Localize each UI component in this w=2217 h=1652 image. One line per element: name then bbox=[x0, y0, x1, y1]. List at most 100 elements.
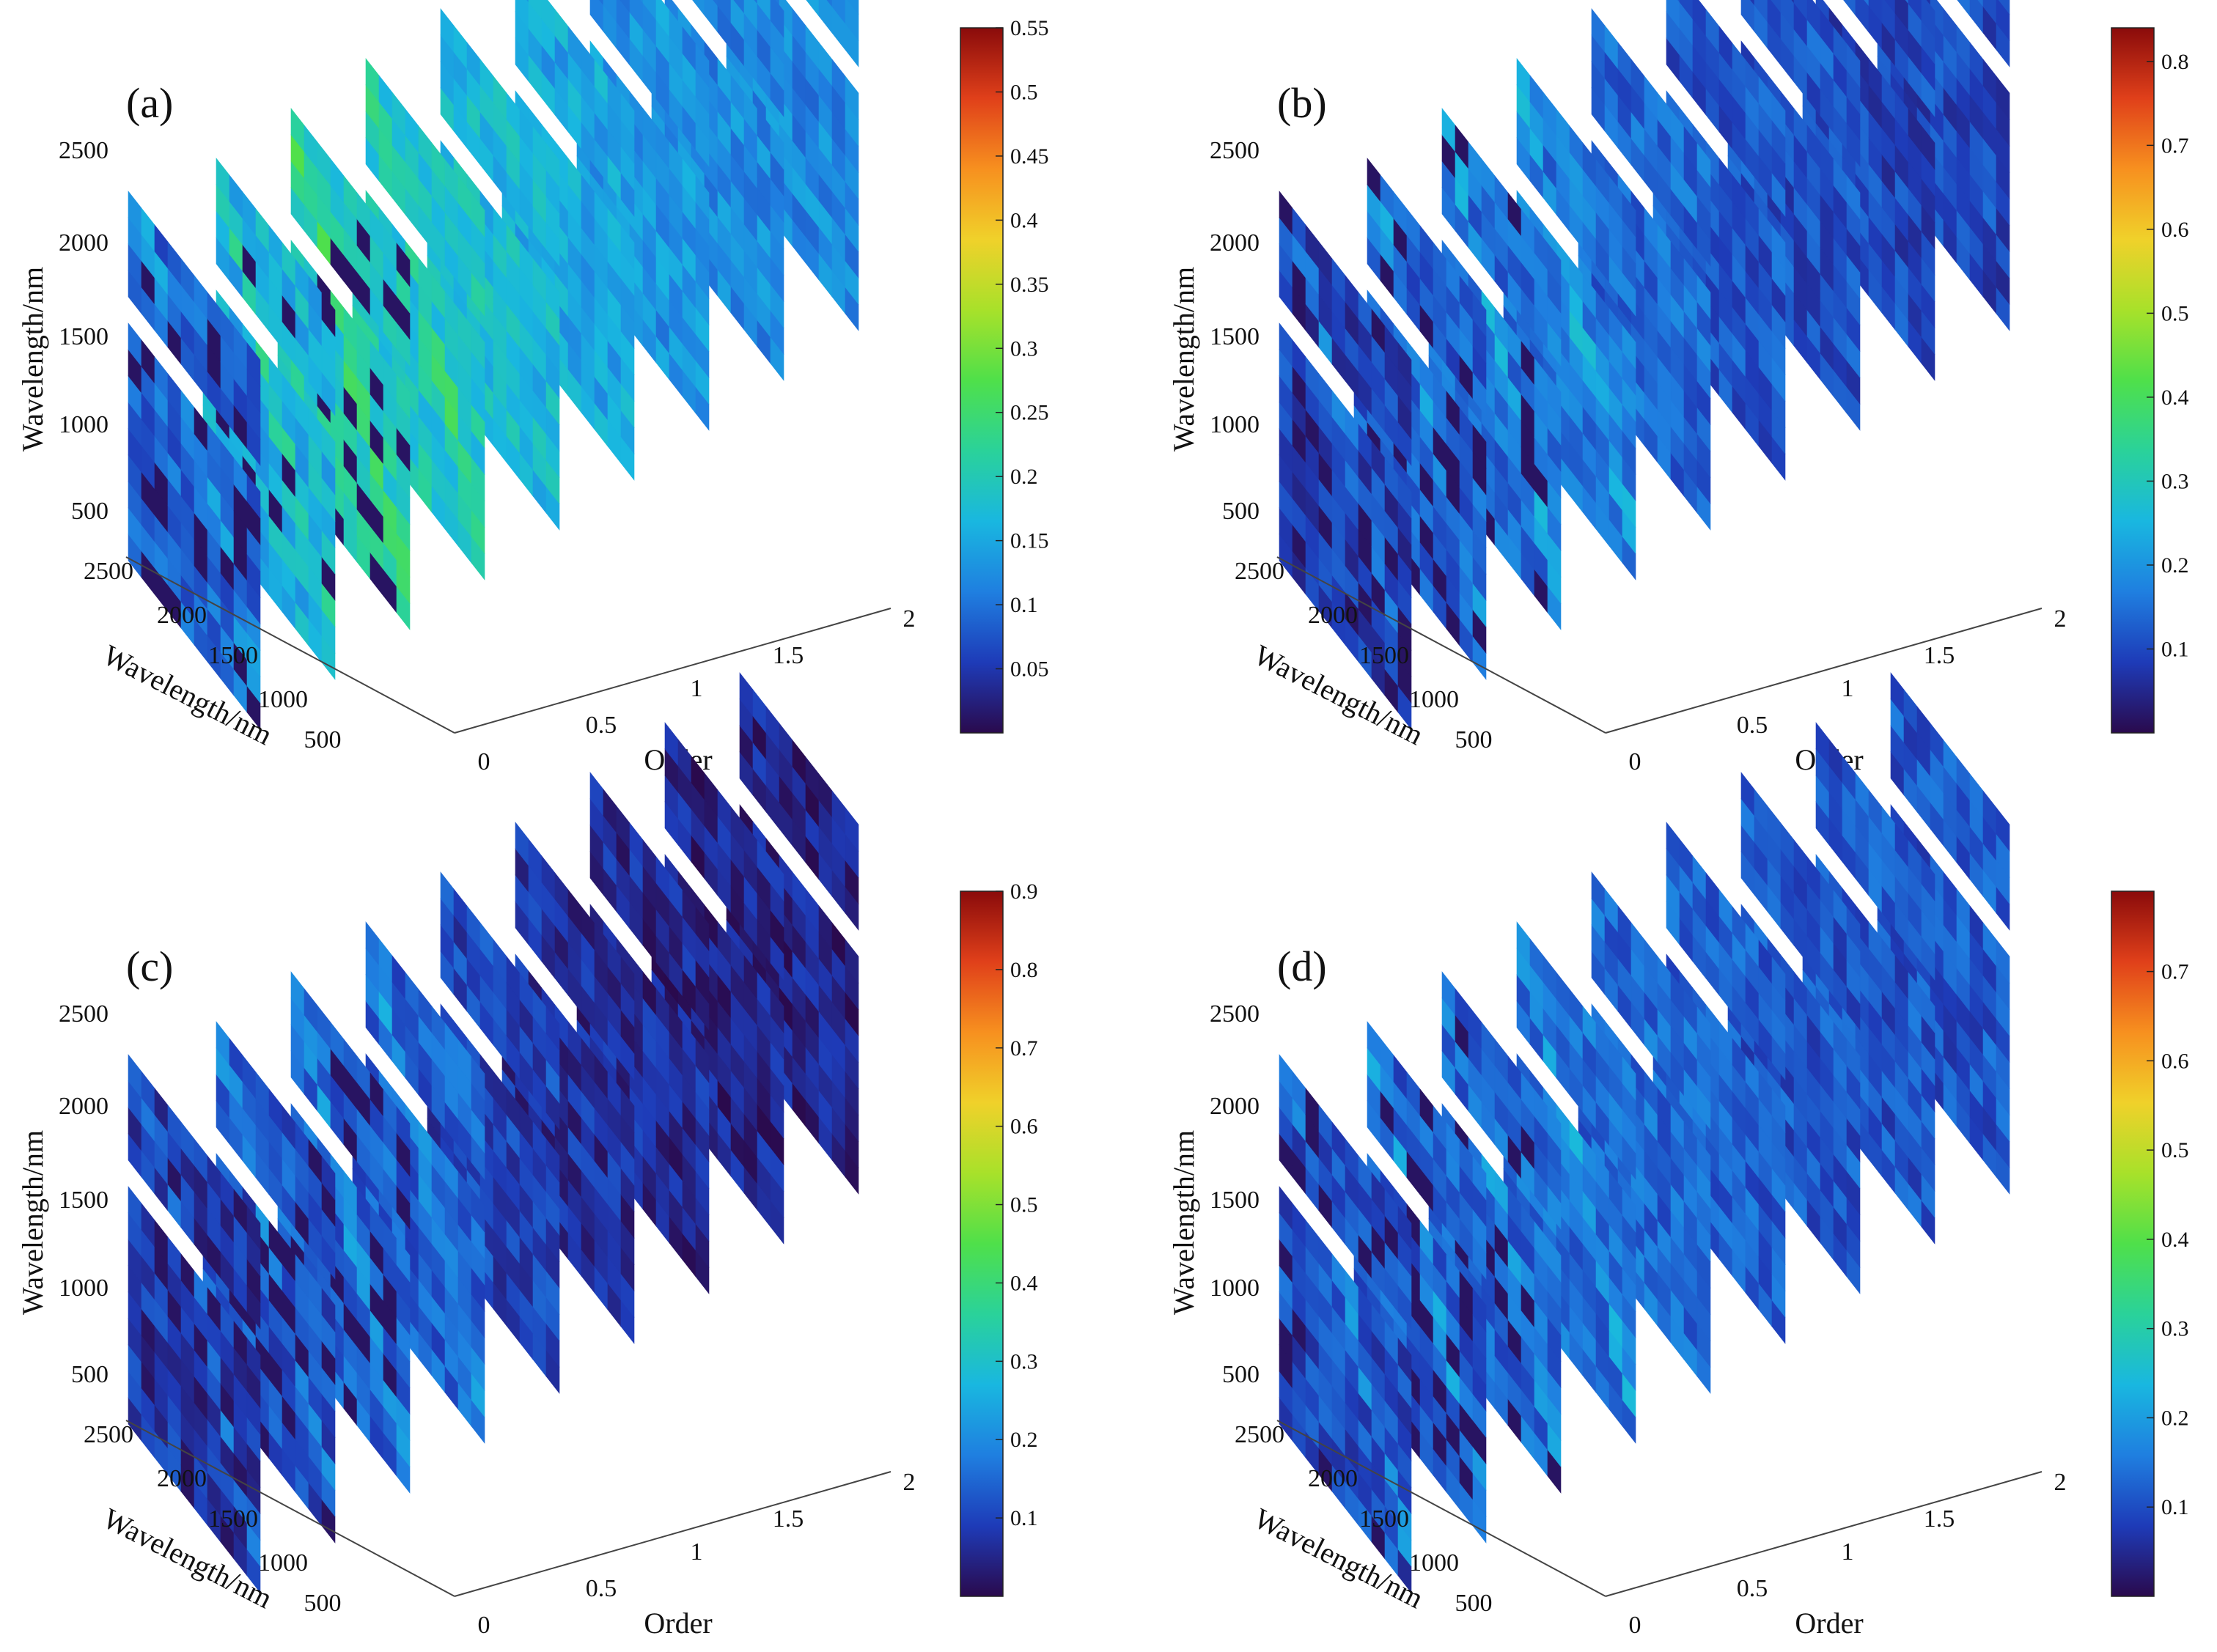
colorbar-tick-label: 0.7 bbox=[1010, 1036, 1038, 1061]
heatmap-cell bbox=[826, 0, 833, 7]
heatmap-cell bbox=[847, 0, 859, 15]
heatmap-cell bbox=[1679, 0, 1694, 20]
panel-c: 2500200015001000500250020001500100050000… bbox=[16, 672, 1038, 1640]
panel-a: 2500200015001000500250020001500100050000… bbox=[16, 0, 1049, 776]
order-tick-label: 1 bbox=[691, 675, 703, 702]
colorbar-tick-label: 0.2 bbox=[1010, 1428, 1038, 1452]
colorbar-tick-label: 0.25 bbox=[1010, 401, 1049, 425]
order-axis-label: Order bbox=[1795, 1607, 1863, 1640]
heatmap-cell bbox=[1622, 193, 1636, 237]
colorbar bbox=[2111, 27, 2155, 734]
heatmap-cell bbox=[1908, 0, 1922, 21]
y-tick-label: 2000 bbox=[59, 1093, 109, 1120]
panel-d: 2500200015001000500250020001500100050000… bbox=[1167, 672, 2189, 1640]
y-tick-label: 2000 bbox=[1210, 1093, 1260, 1120]
x-tick-label: 500 bbox=[1455, 726, 1493, 753]
colorbar-tick-label: 0.1 bbox=[1010, 1506, 1038, 1530]
heatmap-cell bbox=[246, 342, 261, 387]
heatmap-cell bbox=[321, 292, 336, 337]
heatmap-cell bbox=[620, 93, 635, 138]
slice-order-0 bbox=[128, 191, 261, 730]
heatmap-cell bbox=[1977, 0, 1984, 7]
colorbar-tick-label: 0.2 bbox=[1010, 465, 1038, 489]
colorbar-tick-label: 0.9 bbox=[1010, 880, 1038, 904]
colorbar-tick-label: 0.6 bbox=[1010, 1115, 1038, 1139]
panel-label: (c) bbox=[126, 943, 173, 990]
x-tick-label: 1000 bbox=[258, 686, 308, 713]
heatmap-cell bbox=[603, 0, 617, 23]
heatmap-cell bbox=[619, 0, 630, 13]
y-tick-label: 1000 bbox=[59, 1275, 109, 1302]
y-tick-label: 500 bbox=[71, 1361, 109, 1388]
colorbar-tick-label: 0.4 bbox=[1010, 208, 1038, 232]
heatmap-cell bbox=[589, 0, 604, 32]
x-tick-label: 2000 bbox=[157, 602, 207, 629]
heatmap-cell bbox=[1754, 0, 1768, 23]
colorbar-tick-label: 0.4 bbox=[1010, 1271, 1038, 1295]
panel-label: (d) bbox=[1277, 943, 1327, 990]
x-tick-label: 1500 bbox=[1359, 1505, 1409, 1533]
heatmap-cell bbox=[1905, 0, 1909, 4]
heatmap-cell bbox=[526, 0, 529, 3]
y-tick-label: 1000 bbox=[59, 411, 109, 438]
y-tick-label: 1000 bbox=[1210, 1275, 1260, 1302]
heatmap-cell bbox=[321, 424, 336, 469]
y-tick-label: 500 bbox=[1222, 498, 1260, 525]
order-tick-label: 2 bbox=[903, 605, 916, 633]
x-tick-label: 500 bbox=[1455, 1590, 1493, 1617]
order-tick-label: 1 bbox=[1842, 675, 1854, 702]
colorbar-tick-label: 0.1 bbox=[1010, 593, 1038, 617]
heatmap-cell bbox=[1740, 0, 1755, 32]
x-tick-label: 1000 bbox=[1409, 1549, 1459, 1577]
x-tick-label: 1000 bbox=[1409, 686, 1459, 713]
heatmap-cell bbox=[806, 0, 820, 17]
order-tick-label: 2 bbox=[903, 1469, 916, 1496]
y-axis-label: Wavelength/nm bbox=[1167, 1130, 1200, 1315]
heatmap-cell bbox=[754, 0, 758, 4]
y-axis-label: Wavelength/nm bbox=[1167, 267, 1200, 451]
x-tick-label: 2500 bbox=[1235, 558, 1284, 585]
order-tick-label: 1.5 bbox=[773, 642, 804, 669]
x-tick-label: 500 bbox=[304, 726, 342, 753]
y-tick-label: 1000 bbox=[1210, 411, 1260, 438]
heatmap-cell bbox=[1998, 0, 2010, 15]
heatmap-cell bbox=[845, 75, 859, 120]
heatmap-cell bbox=[1843, 0, 1856, 16]
heatmap-cell bbox=[1791, 0, 1795, 4]
heatmap-cell bbox=[1696, 143, 1711, 188]
y-tick-label: 2000 bbox=[1210, 229, 1260, 257]
heatmap-cell bbox=[1846, 175, 1861, 220]
order-tick-label: 1 bbox=[1842, 1538, 1854, 1566]
heatmap-cell bbox=[733, 0, 745, 14]
heatmap-cell bbox=[695, 175, 710, 220]
heatmap-cell bbox=[713, 0, 718, 7]
heatmap-cell bbox=[692, 0, 705, 16]
colorbar-tick-label: 0.3 bbox=[1010, 336, 1038, 361]
heatmap-cell bbox=[1622, 325, 1636, 369]
colorbar-tick-label: 0.2 bbox=[2161, 1406, 2189, 1430]
heatmap-cell bbox=[471, 325, 485, 369]
colorbar-tick-label: 0.35 bbox=[1010, 273, 1049, 297]
heatmap-cell bbox=[1921, 125, 1935, 170]
order-tick-label: 2 bbox=[2054, 1469, 2067, 1496]
heatmap-cell bbox=[640, 0, 644, 4]
colorbar-tick-label: 0.5 bbox=[1010, 1193, 1038, 1217]
x-tick-label: 1500 bbox=[208, 642, 258, 669]
colorbar-tick-label: 0.15 bbox=[1010, 529, 1049, 553]
heatmap-cell bbox=[1969, 0, 1984, 34]
y-tick-label: 2500 bbox=[59, 137, 109, 164]
panel-label: (a) bbox=[126, 79, 173, 127]
heatmap-cell bbox=[704, 0, 718, 33]
colorbar-tick-label: 0.7 bbox=[2161, 133, 2189, 158]
heatmap-cell bbox=[642, 0, 657, 21]
colorbar-tick-label: 0.55 bbox=[1010, 16, 1049, 40]
panel-b: 2500200015001000500250020001500100050000… bbox=[1167, 0, 2189, 776]
heatmap-cell bbox=[620, 225, 635, 270]
heatmap-cell bbox=[1996, 75, 2010, 120]
heatmap-cell bbox=[1397, 342, 1412, 387]
order-tick-label: 1.5 bbox=[1924, 1505, 1955, 1533]
heatmap-cell bbox=[1868, 0, 1883, 23]
colorbar-tick-label: 0.8 bbox=[1010, 958, 1038, 982]
order-axis-line bbox=[454, 1471, 891, 1597]
